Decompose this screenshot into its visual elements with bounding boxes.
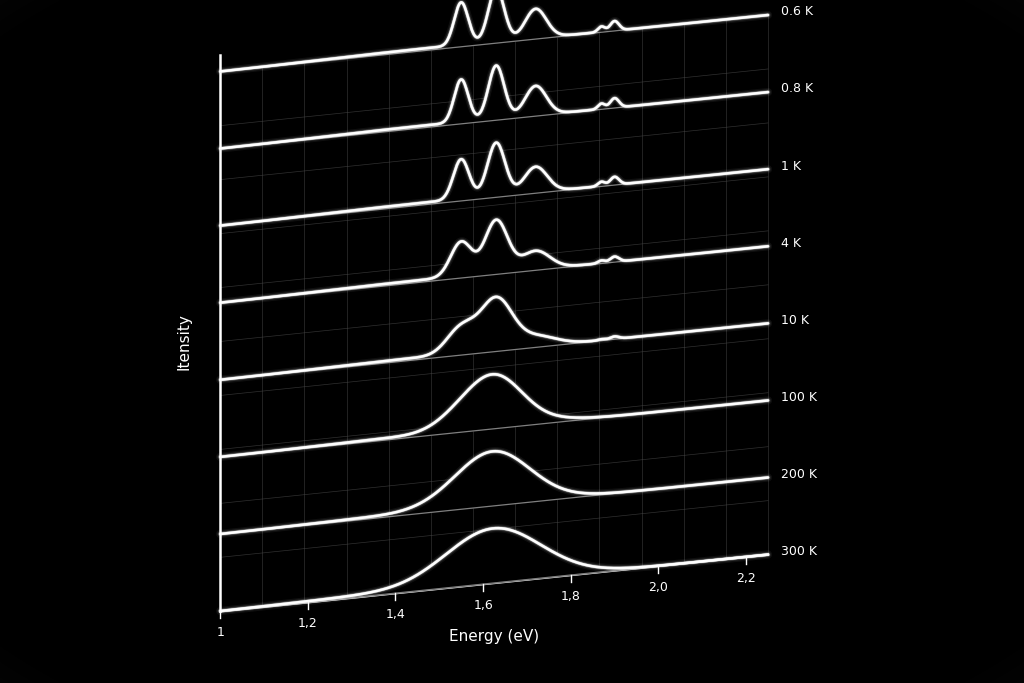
Text: 1,4: 1,4 <box>386 608 406 621</box>
Text: 100 K: 100 K <box>780 391 816 404</box>
Polygon shape <box>220 374 768 457</box>
Text: 2,2: 2,2 <box>736 572 756 585</box>
Ellipse shape <box>311 228 713 455</box>
Ellipse shape <box>278 206 746 477</box>
Ellipse shape <box>328 239 696 444</box>
Text: 200 K: 200 K <box>780 468 816 481</box>
Text: 1,8: 1,8 <box>561 590 581 603</box>
Text: 1 K: 1 K <box>780 160 801 173</box>
Ellipse shape <box>295 217 729 466</box>
Polygon shape <box>220 451 768 534</box>
Polygon shape <box>220 66 768 149</box>
Text: Itensity: Itensity <box>177 313 191 370</box>
Text: 1,2: 1,2 <box>298 617 317 630</box>
Polygon shape <box>220 143 768 226</box>
Text: 10 K: 10 K <box>780 313 809 326</box>
Text: Energy (eV): Energy (eV) <box>449 630 540 644</box>
Text: 1,6: 1,6 <box>473 599 493 612</box>
Text: 4 K: 4 K <box>780 236 801 249</box>
Text: 0.8 K: 0.8 K <box>780 83 813 96</box>
Text: 1: 1 <box>216 626 224 639</box>
Text: 300 K: 300 K <box>780 545 816 558</box>
Polygon shape <box>220 220 768 303</box>
Polygon shape <box>220 0 768 72</box>
Text: 2,0: 2,0 <box>648 581 669 594</box>
Text: 0.6 K: 0.6 K <box>780 5 813 18</box>
Polygon shape <box>220 528 768 611</box>
Polygon shape <box>220 297 768 380</box>
